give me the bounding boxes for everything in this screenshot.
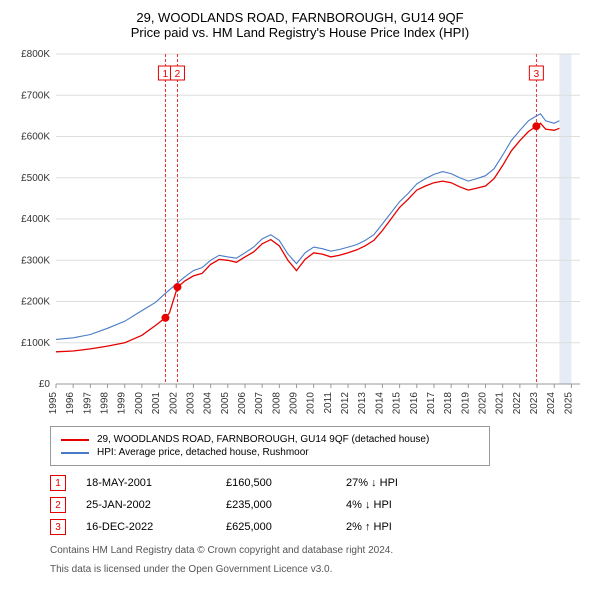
svg-text:£500K: £500K: [21, 173, 50, 184]
svg-text:1995: 1995: [48, 392, 59, 415]
svg-text:2019: 2019: [460, 392, 471, 415]
svg-text:2015: 2015: [392, 392, 403, 415]
svg-text:2010: 2010: [306, 392, 317, 415]
svg-text:£200K: £200K: [21, 297, 50, 308]
svg-text:2021: 2021: [495, 392, 506, 415]
svg-text:2020: 2020: [478, 392, 489, 415]
svg-text:2008: 2008: [271, 392, 282, 415]
legend-label: 29, WOODLANDS ROAD, FARNBOROUGH, GU14 9Q…: [97, 434, 429, 445]
svg-text:2000: 2000: [134, 392, 145, 415]
svg-text:2022: 2022: [512, 392, 523, 415]
svg-text:£100K: £100K: [21, 338, 50, 349]
svg-text:2016: 2016: [409, 392, 420, 415]
footnote-2: This data is licensed under the Open Gov…: [50, 563, 590, 576]
chart-title: 29, WOODLANDS ROAD, FARNBOROUGH, GU14 9Q…: [10, 10, 590, 25]
svg-text:2001: 2001: [151, 392, 162, 415]
svg-text:1998: 1998: [100, 392, 111, 415]
marker-row: 2 25-JAN-2002£235,0004% ↓ HPI: [50, 494, 590, 516]
svg-text:2009: 2009: [289, 392, 300, 415]
marker-price: £235,000: [226, 499, 346, 511]
svg-text:£600K: £600K: [21, 132, 50, 143]
svg-text:2011: 2011: [323, 392, 334, 414]
svg-text:2004: 2004: [203, 392, 214, 415]
svg-text:2025: 2025: [563, 392, 574, 415]
svg-text:2007: 2007: [254, 392, 265, 415]
legend-swatch: [61, 452, 89, 454]
marker-badge: 3: [50, 519, 66, 535]
svg-text:2018: 2018: [443, 392, 454, 415]
marker-date: 25-JAN-2002: [86, 499, 226, 511]
svg-text:1999: 1999: [117, 392, 128, 415]
marker-delta: 2% ↑ HPI: [346, 521, 446, 533]
svg-text:2023: 2023: [529, 392, 540, 415]
marker-table: 1 18-MAY-2001£160,50027% ↓ HPI 2 25-JAN-200…: [50, 472, 590, 538]
svg-text:2013: 2013: [357, 392, 368, 415]
marker-date: 18-MAY-2001: [86, 477, 226, 489]
legend: 29, WOODLANDS ROAD, FARNBOROUGH, GU14 9Q…: [50, 426, 490, 466]
marker-price: £160,500: [226, 477, 346, 489]
legend-label: HPI: Average price, detached house, Rush…: [97, 447, 309, 458]
svg-text:£800K: £800K: [21, 49, 50, 60]
marker-row: 1 18-MAY-2001£160,50027% ↓ HPI: [50, 472, 590, 494]
svg-text:£400K: £400K: [21, 214, 50, 225]
marker-delta: 4% ↓ HPI: [346, 499, 446, 511]
svg-text:2003: 2003: [185, 392, 196, 415]
line-chart: £0 £100K £200K £300K £400K £500K £600K £700K £80…: [10, 48, 590, 418]
svg-text:3: 3: [534, 69, 540, 80]
svg-text:£0: £0: [39, 379, 51, 390]
svg-text:2014: 2014: [374, 392, 385, 415]
svg-text:2006: 2006: [237, 392, 248, 415]
svg-text:1: 1: [163, 69, 169, 80]
marker-badge: 2: [50, 497, 66, 513]
marker-row: 3 16-DEC-2022£625,0002% ↑ HPI: [50, 516, 590, 538]
svg-text:2002: 2002: [168, 392, 179, 415]
svg-text:2005: 2005: [220, 392, 231, 415]
legend-swatch: [61, 439, 89, 441]
chart-subtitle: Price paid vs. HM Land Registry's House …: [10, 25, 590, 40]
footnote-1: Contains HM Land Registry data © Crown c…: [50, 544, 590, 557]
legend-row: HPI: Average price, detached house, Rush…: [61, 446, 479, 459]
legend-row: 29, WOODLANDS ROAD, FARNBOROUGH, GU14 9Q…: [61, 433, 479, 446]
svg-text:2024: 2024: [546, 392, 557, 415]
marker-price: £625,000: [226, 521, 346, 533]
svg-text:2: 2: [175, 69, 181, 80]
svg-text:2012: 2012: [340, 392, 351, 415]
marker-date: 16-DEC-2022: [86, 521, 226, 533]
svg-text:£300K: £300K: [21, 255, 50, 266]
chart-area: £0 £100K £200K £300K £400K £500K £600K £700K £80…: [10, 48, 590, 418]
marker-delta: 27% ↓ HPI: [346, 477, 446, 489]
svg-text:1996: 1996: [65, 392, 76, 415]
marker-badge: 1: [50, 475, 66, 491]
svg-text:1997: 1997: [82, 392, 93, 415]
svg-text:£700K: £700K: [21, 90, 50, 101]
svg-text:2017: 2017: [426, 392, 437, 415]
